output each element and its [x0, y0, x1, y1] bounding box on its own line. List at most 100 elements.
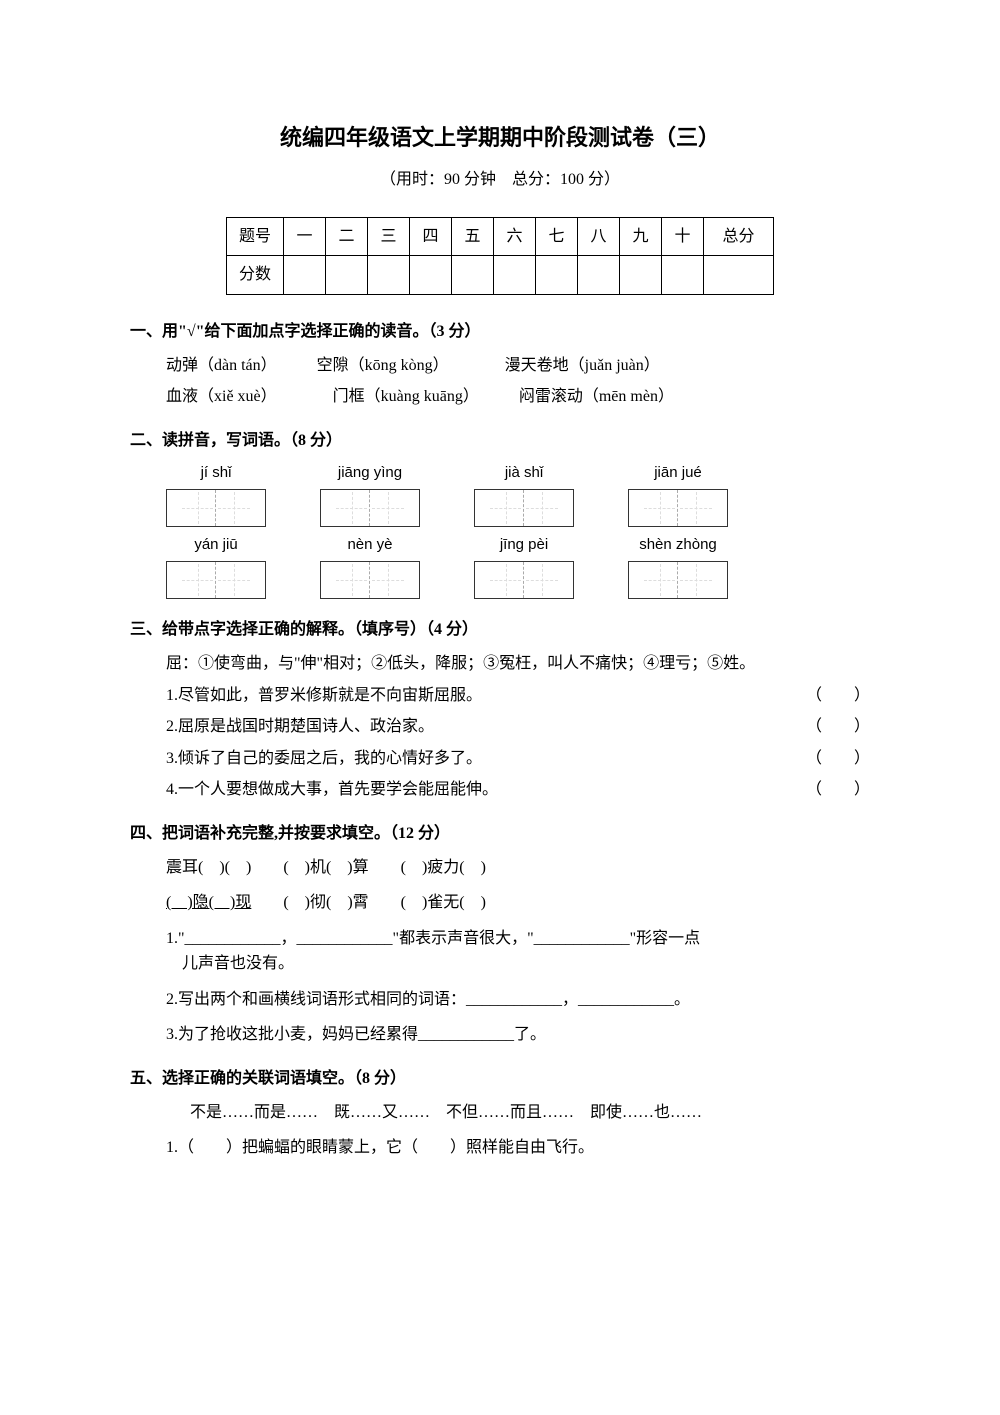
char-boxes: [320, 489, 420, 527]
table-row: 分数: [226, 256, 773, 295]
char-box: [334, 490, 370, 526]
char-box: [488, 562, 524, 598]
q4-words-row: ( )隐( )现 ( )彻( )霄 ( )雀无( ): [130, 890, 870, 916]
cell: 二: [326, 217, 368, 256]
cell: [662, 256, 704, 295]
q3-text: 1.尽管如此，普罗米修斯就是不向宙斯屈服。: [166, 687, 482, 704]
char-box: [216, 490, 252, 526]
cell: [494, 256, 536, 295]
char-box: [524, 562, 560, 598]
q5-options: 不是……而是…… 既……又…… 不但……而且…… 即使……也……: [130, 1100, 870, 1126]
char-box: [488, 490, 524, 526]
cell: 题号: [226, 217, 283, 256]
score-table: 题号 一 二 三 四 五 六 七 八 九 十 总分 分数: [226, 217, 774, 295]
char-boxes: [166, 489, 266, 527]
q3-intro: 屈：①使弯曲，与"伸"相对；②低头，降服；③冤枉，叫人不痛快；④理亏；⑤姓。: [130, 651, 870, 677]
pinyin-label: shèn zhòng: [628, 533, 728, 557]
cell: [410, 256, 452, 295]
pinyin-item: jí shǐ: [166, 461, 266, 527]
q4-words-row: 震耳( )( ) ( )机( )算 ( )疲力( ): [130, 855, 870, 881]
cell: [326, 256, 368, 295]
cell: [578, 256, 620, 295]
pinyin-label: yán jiū: [166, 533, 266, 557]
q1-item: 血液（xiě xuè） 门框（kuàng kuāng） 闷雷滚动（mēn mèn…: [130, 384, 870, 410]
pinyin-label: jīng pèi: [474, 533, 574, 557]
pinyin-row: jí shǐ jiāng yìng jià shǐ jiān jué: [130, 461, 870, 527]
question-3: 三、给带点字选择正确的解释。（填序号）（4 分） 屈：①使弯曲，与"伸"相对；②…: [130, 617, 870, 803]
pinyin-label: jiāng yìng: [320, 461, 420, 485]
q3-item: 3.倾诉了自己的委屈之后，我的心情好多了。 （ ）: [130, 746, 870, 772]
paren-blank: （ ）: [806, 714, 870, 740]
q4-words-rest: ( )彻( )霄 ( )雀无( ): [251, 894, 486, 911]
pinyin-label: jiān jué: [628, 461, 728, 485]
q3-text: 3.倾诉了自己的委屈之后，我的心情好多了。: [166, 750, 482, 767]
char-boxes: [166, 561, 266, 599]
pinyin-item: jiān jué: [628, 461, 728, 527]
cell: [368, 256, 410, 295]
q3-item: 4.一个人要想做成大事，首先要学会能屈能伸。 （ ）: [130, 777, 870, 803]
char-box: [678, 490, 714, 526]
question-5: 五、选择正确的关联词语填空。（8 分） 不是……而是…… 既……又…… 不但………: [130, 1066, 870, 1161]
q3-item: 2.屈原是战国时期楚国诗人、政治家。 （ ）: [130, 714, 870, 740]
cell: 总分: [704, 217, 774, 256]
q3-text: 4.一个人要想做成大事，首先要学会能屈能伸。: [166, 781, 498, 798]
pinyin-row: yán jiū nèn yè jīng pèi shèn zhòng: [130, 533, 870, 599]
cell: 五: [452, 217, 494, 256]
char-box: [180, 562, 216, 598]
q3-item: 1.尽管如此，普罗米修斯就是不向宙斯屈服。 （ ）: [130, 683, 870, 709]
char-box: [642, 490, 678, 526]
char-boxes: [474, 561, 574, 599]
pinyin-item: yán jiū: [166, 533, 266, 599]
cell: [284, 256, 326, 295]
char-boxes: [628, 561, 728, 599]
paren-blank: （ ）: [806, 777, 870, 803]
q3-text: 2.屈原是战国时期楚国诗人、政治家。: [166, 718, 434, 735]
cell: [452, 256, 494, 295]
cell: [620, 256, 662, 295]
q4-heading: 四、把词语补充完整,并按要求填空。（12 分）: [130, 821, 870, 847]
underlined-word: ( )隐( )现: [166, 894, 251, 911]
q1-heading: 一、用"√"给下面加点字选择正确的读音。（3 分）: [130, 319, 870, 345]
pinyin-item: jiāng yìng: [320, 461, 420, 527]
page-title: 统编四年级语文上学期期中阶段测试卷（三）: [130, 120, 870, 155]
q4-item: 3.为了抢收这批小麦，妈妈已经累得____________了。: [130, 1022, 870, 1048]
q2-heading: 二、读拼音，写词语。（8 分）: [130, 428, 870, 454]
q1-item: 动弹（dàn tán） 空隙（kōng kòng） 漫天卷地（juǎn juàn…: [130, 353, 870, 379]
q5-heading: 五、选择正确的关联词语填空。（8 分）: [130, 1066, 870, 1092]
question-4: 四、把词语补充完整,并按要求填空。（12 分） 震耳( )( ) ( )机( )…: [130, 821, 870, 1048]
q4-item: 2.写出两个和画横线词语形式相同的词语：____________，_______…: [130, 987, 870, 1013]
question-2: 二、读拼音，写词语。（8 分） jí shǐ jiāng yìng jià sh…: [130, 428, 870, 600]
pinyin-item: shèn zhòng: [628, 533, 728, 599]
pinyin-label: jí shǐ: [166, 461, 266, 485]
cell: 一: [284, 217, 326, 256]
char-box: [370, 562, 406, 598]
q4-item: 1."____________，____________"都表示声音很大，"__…: [130, 926, 870, 977]
paren-blank: （ ）: [806, 683, 870, 709]
q3-heading: 三、给带点字选择正确的解释。（填序号）（4 分）: [130, 617, 870, 643]
char-box: [370, 490, 406, 526]
q5-item: 1.（ ）把蝙蝠的眼睛蒙上，它（ ）照样能自由飞行。: [130, 1135, 870, 1161]
char-box: [334, 562, 370, 598]
char-box: [678, 562, 714, 598]
cell: 四: [410, 217, 452, 256]
pinyin-item: jīng pèi: [474, 533, 574, 599]
page-subtitle: （用时：90 分钟 总分：100 分）: [130, 167, 870, 193]
pinyin-label: jià shǐ: [474, 461, 574, 485]
paren-blank: （ ）: [806, 746, 870, 772]
pinyin-label: nèn yè: [320, 533, 420, 557]
cell: 十: [662, 217, 704, 256]
cell: [704, 256, 774, 295]
cell: 七: [536, 217, 578, 256]
char-boxes: [474, 489, 574, 527]
cell: 分数: [226, 256, 283, 295]
pinyin-item: jià shǐ: [474, 461, 574, 527]
table-row: 题号 一 二 三 四 五 六 七 八 九 十 总分: [226, 217, 773, 256]
char-box: [524, 490, 560, 526]
char-boxes: [628, 489, 728, 527]
cell: 九: [620, 217, 662, 256]
question-1: 一、用"√"给下面加点字选择正确的读音。（3 分） 动弹（dàn tán） 空隙…: [130, 319, 870, 410]
char-box: [180, 490, 216, 526]
char-box: [642, 562, 678, 598]
cell: 三: [368, 217, 410, 256]
pinyin-item: nèn yè: [320, 533, 420, 599]
